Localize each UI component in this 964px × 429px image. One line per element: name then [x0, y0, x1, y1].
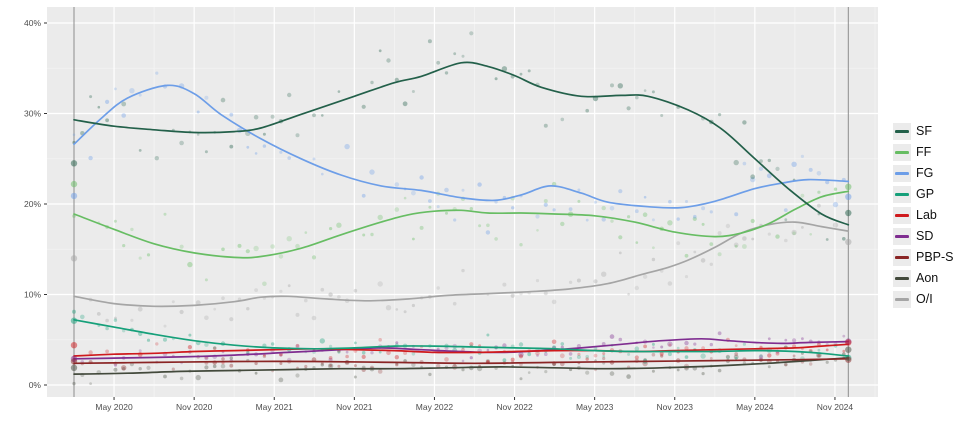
legend-item-FF: FF	[893, 142, 954, 163]
legend-line-icon	[895, 214, 909, 217]
legend-item-GP: GP	[893, 184, 954, 205]
election-dot-Lab	[70, 342, 78, 349]
election-dot-PBP-S	[845, 356, 852, 363]
election-dot-Lab	[845, 339, 852, 346]
election-dot-Aon	[845, 346, 852, 353]
chart-legend: SF FF FG GP Lab SD PBP-S Aon O/I	[893, 121, 954, 310]
election-dot-O/I	[845, 238, 852, 246]
legend-line-icon	[895, 277, 909, 280]
x-tick-label: Nov 2021	[336, 402, 373, 412]
x-tick-label: May 2023	[576, 402, 614, 412]
x-tick-label: Nov 2020	[176, 402, 213, 412]
series-line-GP	[73, 318, 850, 357]
legend-item-Lab: Lab	[893, 205, 954, 226]
x-tick-label: Nov 2023	[657, 402, 694, 412]
legend-label: Aon	[916, 271, 939, 286]
legend-line-icon	[895, 298, 909, 301]
legend-label: Lab	[916, 208, 937, 223]
series-line-Lab	[73, 343, 850, 357]
election-dot-O/I	[70, 255, 78, 262]
election-dot-SF	[70, 160, 78, 167]
legend-label: SF	[916, 124, 932, 139]
legend-item-FG: FG	[893, 163, 954, 184]
legend-line-icon	[895, 256, 909, 259]
legend-key-swatch	[893, 207, 911, 224]
legend-label: FF	[916, 145, 932, 160]
election-marker-lines	[73, 7, 849, 397]
legend-label: SD	[916, 229, 934, 244]
x-tick-label: May 2024	[736, 402, 774, 412]
plot-panel	[47, 7, 878, 397]
legend-label: FG	[916, 166, 934, 181]
election-dot-PBP-S	[70, 358, 78, 365]
x-tick-label: May 2021	[256, 402, 294, 412]
series-line-FG	[73, 84, 850, 209]
legend-item-Aon: Aon	[893, 268, 954, 289]
x-tick-label: May 2022	[416, 402, 454, 412]
legend-line-icon	[895, 193, 909, 196]
election-result-dots	[70, 160, 852, 371]
legend-key-swatch	[893, 123, 911, 140]
legend-key-swatch	[893, 249, 911, 266]
x-tick-label: May 2020	[95, 402, 133, 412]
election-dot-SF	[845, 209, 852, 217]
legend-item-PBP-S: PBP-S	[893, 247, 954, 268]
y-tick-label: 0%	[29, 380, 42, 390]
series-line-PBP-S	[73, 357, 850, 365]
x-tick-label: Nov 2022	[496, 402, 533, 412]
legend-item-SF: SF	[893, 121, 954, 142]
legend-line-icon	[895, 130, 909, 133]
series-line-SF	[73, 61, 850, 226]
axes: 0% 10% 20% 30% 40% May 2020 Nov 2020 May 2021 No…	[24, 18, 853, 412]
series-line-FF	[73, 190, 850, 259]
election-dot-GP	[70, 317, 78, 324]
legend-line-icon	[895, 235, 909, 238]
legend-label: O/I	[916, 292, 933, 307]
legend-line-icon	[895, 172, 909, 175]
election-dot-FG	[845, 193, 852, 200]
legend-key-swatch	[893, 228, 911, 245]
legend-line-icon	[895, 151, 909, 154]
legend-key-swatch	[893, 270, 911, 287]
x-tick-label: Nov 2024	[817, 402, 854, 412]
election-dot-Aon	[70, 364, 78, 371]
legend-item-O/I: O/I	[893, 289, 954, 310]
election-dot-FG	[70, 192, 78, 200]
legend-label: GP	[916, 187, 935, 202]
legend-label: PBP-S	[916, 250, 954, 265]
legend-key-swatch	[893, 291, 911, 308]
y-tick-label: 40%	[24, 18, 41, 28]
election-dot-FF	[70, 180, 78, 188]
y-tick-label: 20%	[24, 199, 41, 209]
poll-scatter-points	[72, 31, 846, 386]
election-dot-FF	[845, 183, 852, 190]
y-tick-label: 10%	[24, 290, 41, 300]
y-tick-label: 30%	[24, 109, 41, 119]
legend-key-swatch	[893, 165, 911, 182]
legend-key-swatch	[893, 186, 911, 203]
legend-item-SD: SD	[893, 226, 954, 247]
series-line-Aon	[73, 357, 850, 375]
legend-key-swatch	[893, 144, 911, 161]
trend-lines	[73, 61, 850, 375]
